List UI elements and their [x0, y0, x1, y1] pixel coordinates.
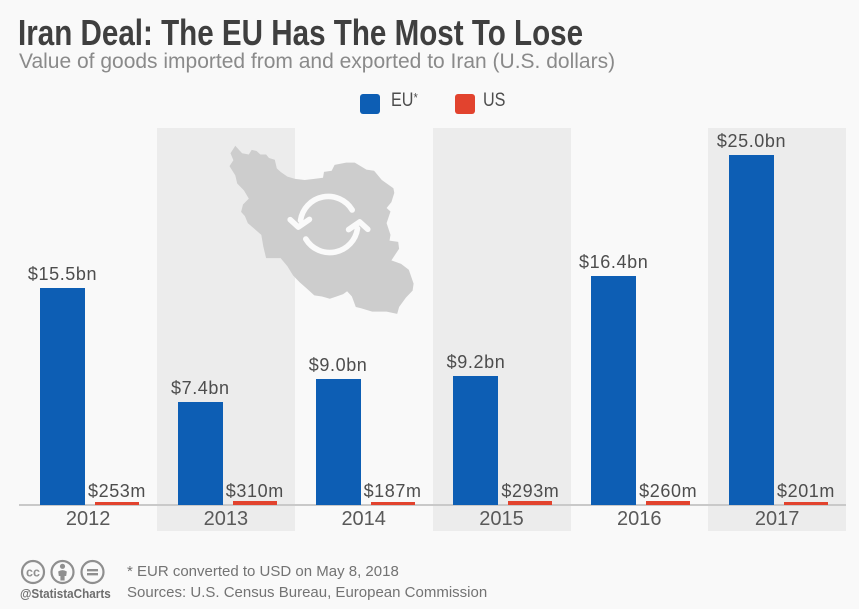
svg-text:cc: cc	[26, 566, 40, 580]
